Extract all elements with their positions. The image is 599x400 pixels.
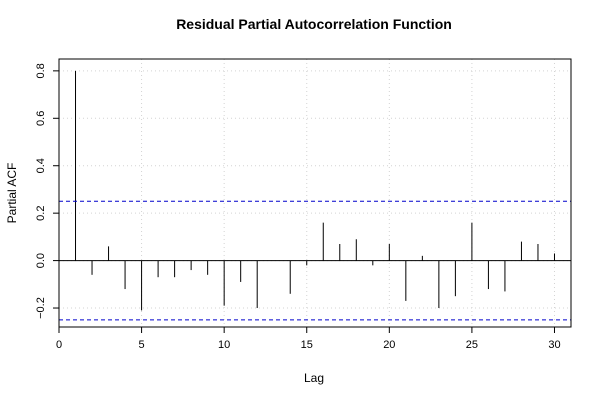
grid [58, 59, 571, 327]
plot-frame [58, 58, 572, 328]
x-tick-label-5: 25 [466, 339, 478, 351]
y-tick-label-2: 0.2 [35, 206, 47, 221]
axes: 0 5 10 15 20 25 30 −0.2 0.0 0.2 0.4 0.6 0.8 [35, 58, 572, 351]
y-tick-label-5: 0.8 [35, 63, 47, 78]
y-tick-label-3: 0.4 [35, 158, 47, 173]
y-tick-label-1: 0.0 [35, 253, 47, 268]
x-axis-label: Lag [304, 371, 324, 385]
x-tick-label-2: 10 [218, 339, 230, 351]
x-tick-label-6: 30 [548, 339, 560, 351]
x-tick-label-3: 15 [301, 339, 313, 351]
x-tick-label-1: 5 [139, 339, 145, 351]
pacf-bars [59, 70, 571, 311]
chart-title: Residual Partial Autocorrelation Functio… [176, 16, 452, 32]
x-tick-label-0: 0 [56, 339, 62, 351]
y-tick-label-4: 0.6 [35, 111, 47, 126]
y-axis-label: Partial ACF [5, 163, 19, 224]
x-tick-label-4: 20 [383, 339, 395, 351]
y-tick-label-0: −0.2 [35, 297, 47, 319]
confidence-bounds [59, 200, 571, 321]
